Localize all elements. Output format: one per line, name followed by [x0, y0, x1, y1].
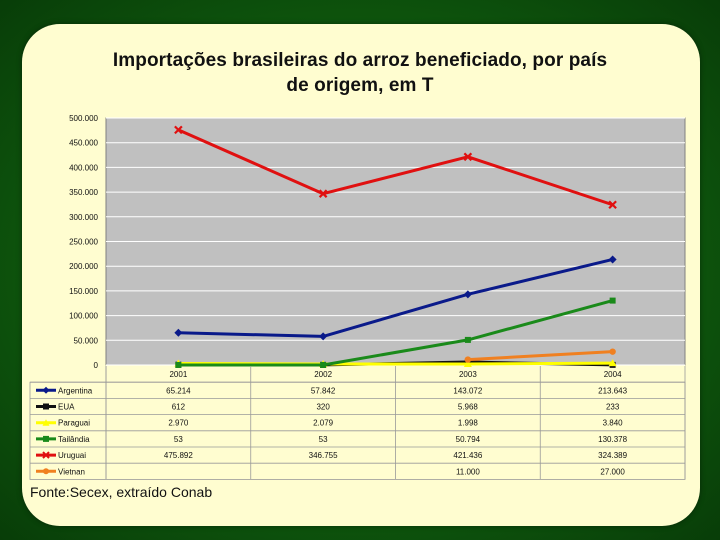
- data-table-cell: 50.794: [456, 435, 481, 444]
- x-tick-label: 2002: [314, 370, 332, 379]
- legend-marker: [42, 451, 50, 459]
- data-table-cell: 421.436: [453, 451, 482, 460]
- legend-label: Vietnan: [58, 467, 85, 476]
- data-point-tailândia: [175, 361, 182, 368]
- data-table-cell: 346.755: [309, 451, 338, 460]
- data-table-cell: 143.072: [453, 386, 482, 395]
- data-table-cell: 130.378: [598, 435, 627, 444]
- y-tick-label: 250.000: [69, 238, 98, 247]
- data-table-cell: 320: [316, 403, 330, 412]
- data-point-tailândia: [464, 336, 471, 343]
- data-point-vietnan: [609, 348, 616, 355]
- series-line-uruguai: [177, 128, 614, 207]
- data-point-tailândia: [320, 361, 327, 368]
- series-line-argentina: [178, 258, 613, 338]
- y-tick-label: 300.000: [69, 213, 98, 222]
- legend-marker: [43, 403, 49, 410]
- y-tick-label: 100.000: [69, 312, 98, 321]
- y-tick-label: 150.000: [69, 287, 98, 296]
- legend-marker: [42, 386, 50, 394]
- legend-marker: [43, 468, 49, 475]
- source-note: Fonte:Secex, extraído Conab: [30, 484, 213, 500]
- y-tick-label: 350.000: [69, 188, 98, 197]
- data-point-argentina: [174, 328, 183, 337]
- data-point-argentina: [319, 332, 328, 341]
- data-table-cell: 27.000: [600, 467, 625, 476]
- legend-label: EUA: [58, 403, 75, 412]
- chart-title-line2: de origem, em T: [286, 75, 434, 96]
- data-point-argentina: [608, 255, 617, 264]
- data-table-cell: 65.214: [166, 386, 191, 395]
- data-point-vietnan: [464, 356, 472, 363]
- data-table-cell: 324.389: [598, 451, 627, 460]
- legend-label: Paraguai: [58, 419, 90, 428]
- data-point-uruguai: [174, 125, 183, 135]
- data-table-cell: 53: [174, 435, 183, 444]
- data-point-paraguai: [463, 360, 472, 368]
- series-line-tailândia: [178, 299, 614, 367]
- x-tick-label: 2003: [459, 370, 477, 379]
- data-point-uruguai: [318, 189, 328, 198]
- data-table-cell: 53: [319, 435, 328, 444]
- data-point-tailândia: [609, 297, 616, 304]
- legend-label: Uruguai: [58, 451, 86, 460]
- x-tick-label: 2001: [169, 370, 187, 379]
- data-table-cell: 475.892: [164, 451, 193, 460]
- data-point-uruguai: [608, 200, 617, 210]
- data-table-cell: 11.000: [456, 467, 480, 476]
- data-point-paraguai: [608, 359, 617, 367]
- data-table-cell: 2.970: [168, 419, 189, 428]
- data-table-cell: 1.998: [458, 419, 479, 428]
- y-tick-label: 500.000: [69, 114, 98, 123]
- data-table-cell: 57.842: [311, 386, 336, 395]
- legend-marker: [43, 435, 49, 442]
- data-table-cell: 5.968: [458, 403, 479, 412]
- data-table-cell: 612: [172, 403, 186, 412]
- data-table-cell: 2.079: [313, 419, 334, 428]
- y-tick-label: 50.000: [74, 336, 99, 345]
- y-tick-label: 400.000: [69, 163, 98, 172]
- series-line-vietnan: [467, 350, 613, 362]
- y-tick-label: 200.000: [69, 262, 98, 271]
- data-table-cell: 3.840: [603, 419, 624, 428]
- legend-marker: [42, 419, 50, 426]
- legend-label: Tailândia: [58, 435, 90, 444]
- data-point-uruguai: [463, 152, 473, 162]
- x-tick-label: 2004: [604, 370, 622, 379]
- data-table-cell: 233: [606, 403, 620, 412]
- legend-label: Argentina: [58, 386, 93, 395]
- y-tick-label: 450.000: [69, 139, 98, 148]
- data-table-cell: 213.643: [598, 386, 627, 395]
- data-point-argentina: [463, 290, 472, 299]
- chart-title-line1: Importações brasileiras do arroz benefic…: [112, 50, 608, 71]
- y-tick-label: 0: [94, 361, 99, 370]
